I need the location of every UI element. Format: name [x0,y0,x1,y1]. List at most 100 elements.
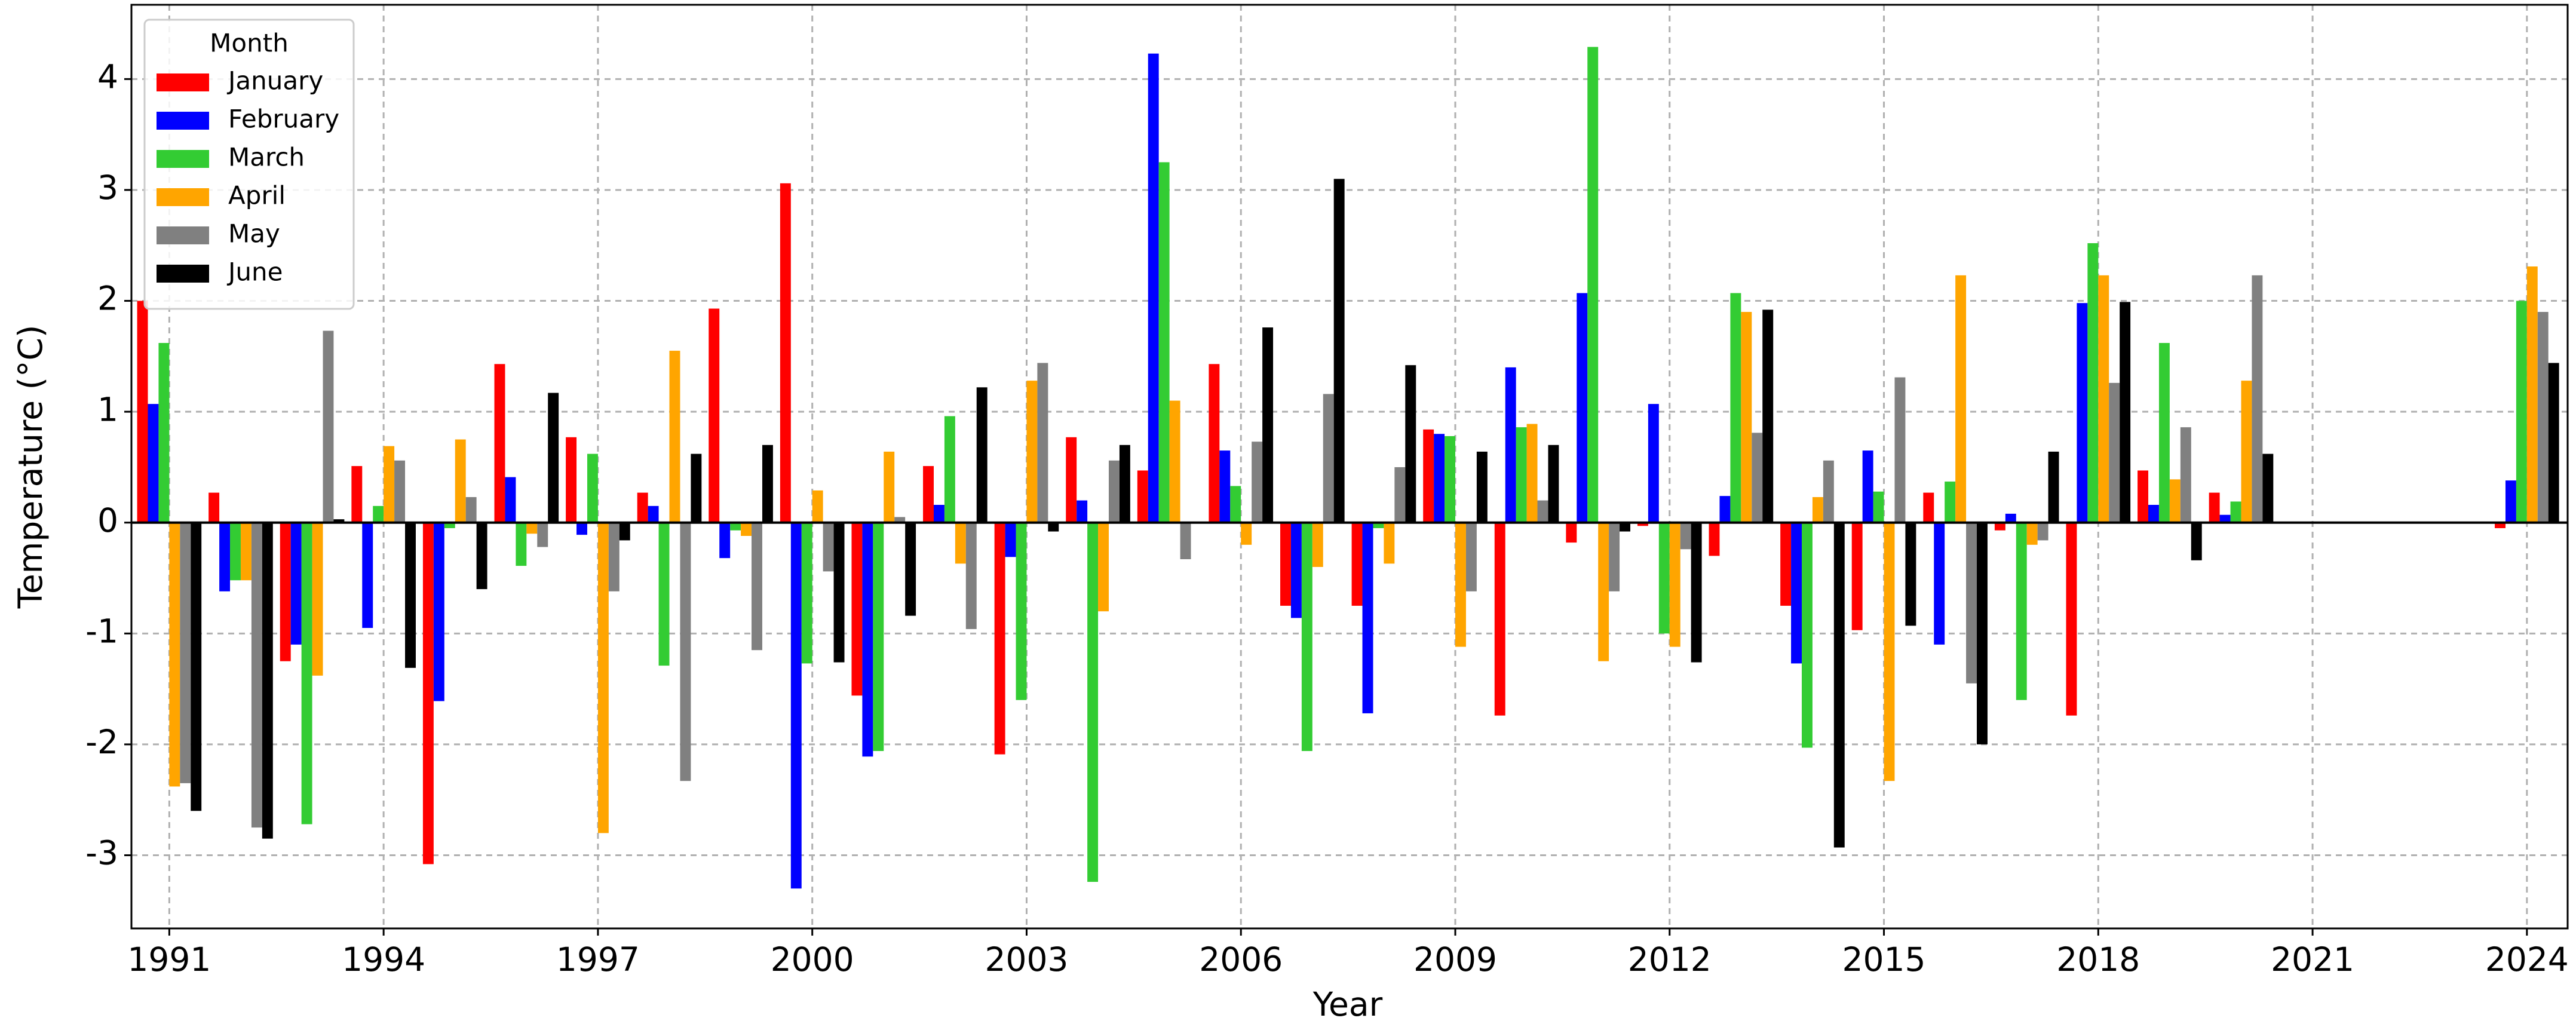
bar [262,522,273,839]
bar [2526,266,2538,523]
bar [526,522,538,534]
legend-swatch [157,265,209,283]
bar [1423,429,1434,523]
bar [780,183,791,523]
bar [2120,302,2131,523]
bar [597,522,609,833]
bar [587,453,598,523]
bar [1048,522,1059,532]
bar [1262,327,1274,523]
bar [537,522,548,547]
bar [2241,381,2252,523]
bar [823,522,834,572]
bar [608,522,620,591]
legend-swatch [157,226,209,244]
bar [1180,522,1191,559]
bar [1741,312,1752,523]
bar [2516,301,2527,523]
bar [240,522,252,581]
bar [1812,497,1823,523]
bar [1994,522,2005,531]
bar [2252,275,2263,523]
bar [373,505,384,523]
x-tick-label: 2021 [2271,940,2354,979]
bar [2077,303,2088,523]
bar [1548,445,1559,523]
legend-label: April [228,181,286,210]
bar [1791,522,1802,664]
bar [2016,522,2027,700]
bar [2158,343,2170,523]
bar [1945,482,1956,523]
bar [1780,522,1792,606]
bar [208,492,220,523]
y-axis-label: Temperature (°C) [11,325,50,609]
x-tick-label: 1991 [127,940,211,979]
bar [323,330,334,523]
bar [548,393,559,523]
bar [2066,522,2077,716]
bar [2495,522,2506,529]
bar [1934,522,1945,645]
bar [1465,522,1477,591]
bar [362,522,373,629]
bar [1209,364,1220,523]
bar [505,477,516,523]
bar [1394,467,1406,523]
y-tick-label: -3 [85,834,118,872]
bar [1894,377,1906,523]
y-tick-label: 0 [97,501,118,539]
legend-swatch [157,188,209,206]
bar [1434,434,1445,523]
bar [994,522,1005,755]
bar [1445,436,1455,523]
bar [976,387,988,523]
bar [1016,522,1027,700]
bar [351,466,363,523]
bar [2109,382,2120,523]
bar [1066,437,1077,523]
bar [1158,162,1170,523]
bar [680,522,691,781]
x-axis-label: Year [1312,985,1383,1023]
bar [494,364,505,523]
legend-label: May [228,219,280,249]
bar [1505,367,1516,523]
bar [1658,522,1670,634]
bar [2026,522,2038,545]
bar [444,522,455,529]
bar [1037,363,1048,523]
bar [312,522,323,676]
bar [1905,522,1916,626]
bar [1648,404,1659,523]
bar [691,453,702,523]
bar [1566,522,1577,543]
y-tick-label: 1 [97,390,118,428]
bar [658,522,670,666]
bar [191,522,202,811]
bar [2098,275,2109,523]
bar [1301,522,1312,752]
bar [1098,522,1109,612]
bar [290,522,302,645]
bar [1516,427,1527,523]
bar [219,522,231,591]
bar [1730,293,1741,523]
bar [1290,522,1302,618]
bar [1620,522,1630,532]
bar [230,522,241,581]
bar [1241,522,1252,545]
legend-swatch [157,73,209,91]
x-tick-label: 2000 [771,940,854,979]
bar [1966,522,1977,683]
bar [1252,442,1263,523]
bar [955,522,966,564]
bar [1077,500,1088,523]
bar [1833,522,1845,848]
bar [1862,450,1873,523]
bar [637,492,648,523]
bar [894,517,906,523]
bar [137,301,148,523]
bar [1405,365,1416,523]
